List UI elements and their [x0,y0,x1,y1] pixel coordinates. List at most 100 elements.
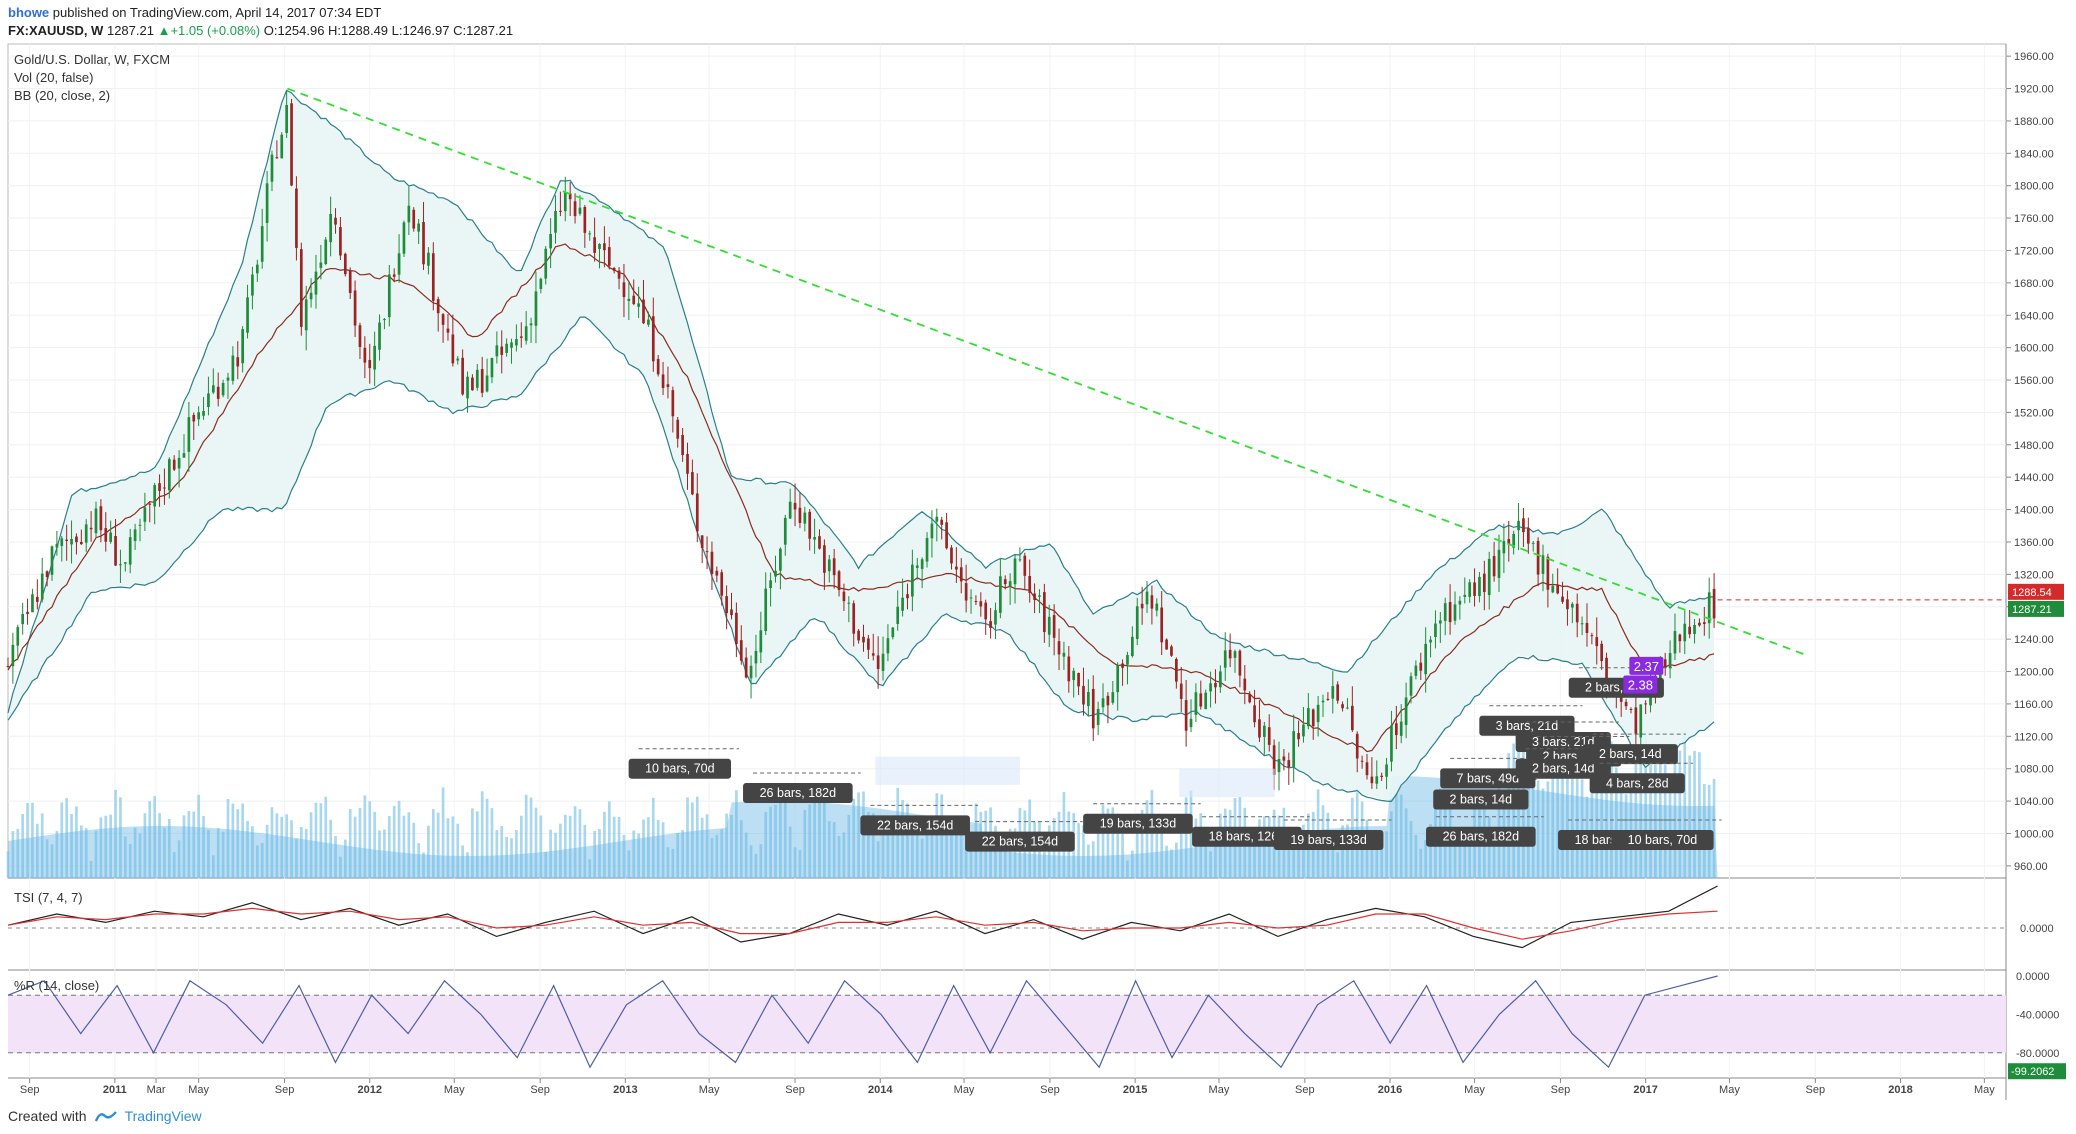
candle-body [128,537,132,565]
volume-bar [622,834,626,878]
candle-body [260,226,264,262]
candle-body [383,319,386,321]
trendline[interactable] [287,87,2006,657]
candle-body [823,545,826,573]
volume-bar [793,847,797,878]
candle-body [295,188,298,248]
time-axis[interactable]: Sep 2011 Mar May Sep 2012 May Sep 2013 May Sep 2014… [20,1078,1995,1096]
tradingview-brand[interactable]: TradingView [124,1108,202,1124]
candle-body [358,325,362,347]
volume-bar [94,830,98,878]
bb-lower-line [7,316,1715,803]
volume-bar [422,852,425,878]
volume-bar [959,830,963,878]
measure-label-box [1083,813,1193,834]
volume-bar [1551,767,1555,878]
candle-body [1106,695,1110,706]
candle-body [524,326,528,341]
candle-body [1116,665,1120,693]
volume-bar [1531,756,1535,878]
candle-body [1541,555,1545,574]
candle-body [549,234,552,249]
volume-bar [378,830,381,878]
volume-bar [461,845,464,878]
candle-body [290,103,293,186]
candle-body [979,601,983,607]
volume-bar [495,830,499,878]
volume-bar [26,802,29,878]
volume-bar [705,814,709,878]
time-tick-label: May [1719,1084,1740,1096]
volume-bar [1654,764,1657,878]
volume-bar [114,789,117,878]
volume-bar [559,823,562,878]
price-tick-label: 1680.00 [2014,278,2054,290]
volume-bar [617,816,621,878]
candle-body [1404,697,1408,725]
candle-body [1243,678,1247,691]
candle-body [867,638,870,650]
measure-range-box [875,756,1020,785]
chart-canvas[interactable]: 10 bars, 70d 26 bars, 182d 22 bars, 154d 22… [0,0,2076,1100]
candle-body [950,547,953,564]
price-tick-label: 1160.00 [2014,699,2053,711]
candle-body [236,357,240,367]
candle-body [153,485,156,507]
descending-trendline [287,87,1808,657]
volume-bar [1003,833,1007,878]
candle-body [1131,636,1134,657]
candle-body [749,665,753,679]
volume-bar [715,834,719,878]
created-with-label: Created with [8,1108,87,1124]
measure-label: 2 bars, 14d [1532,762,1595,776]
time-tick-label: May [699,1084,720,1096]
candle-body [1585,622,1589,633]
candle-body [930,523,934,539]
candle-body [334,217,337,225]
author-name[interactable]: bhowe [8,5,50,20]
price-axis[interactable]: 1960.00 1920.00 1880.00 1840.00 1800.00 1760.… [2006,51,2064,873]
candle-body [1698,622,1701,626]
candle-body [1238,650,1242,676]
candle-body [1179,683,1183,699]
volume-bar [392,805,396,878]
time-tick-label: 2011 [103,1084,127,1096]
candle-body [832,558,836,576]
volume-bar [1336,852,1340,878]
volume-bar [466,852,469,878]
volume-bar [1580,779,1584,878]
candle-body [974,601,978,603]
price-tick-label: 1040.00 [2014,796,2054,808]
volume-bar [837,836,841,878]
volume-bar [788,826,792,878]
candle-body [1399,721,1403,736]
measure-label-box [1611,829,1714,850]
volume-bar [31,802,34,878]
volume-bar [1131,850,1134,878]
measure-annotations[interactable]: 10 bars, 70d 26 bars, 182d 22 bars, 154d 22… [628,656,1722,852]
volume-bar [1292,833,1296,878]
candle-body [1350,705,1354,731]
volume-bar [197,794,200,878]
bb-upper-line [7,89,1715,714]
volume-bar [549,829,552,878]
price-tick-label: 1400.00 [2014,505,2054,517]
candle-body [1223,650,1227,668]
legend-vol: Vol (20, false) [14,70,94,85]
candle-body [827,559,831,572]
volume-bar [969,831,973,878]
candle-body [1448,602,1452,623]
candle-body [529,323,533,326]
volume-bar [642,819,645,878]
candle-body [1438,620,1442,624]
volume-bar [471,808,474,878]
candle-body [881,653,885,671]
volume-bar [1614,767,1618,878]
quote-line: FX:XAUUSD, W 1287.21 ▲+1.05 (+0.08%) O:1… [8,22,513,40]
volume-bar [1429,823,1432,878]
volume-bar [265,824,269,878]
volume-bar [1409,820,1413,878]
volume-bar [358,807,362,878]
candle-body [1336,684,1340,701]
volume-bar [695,796,699,878]
